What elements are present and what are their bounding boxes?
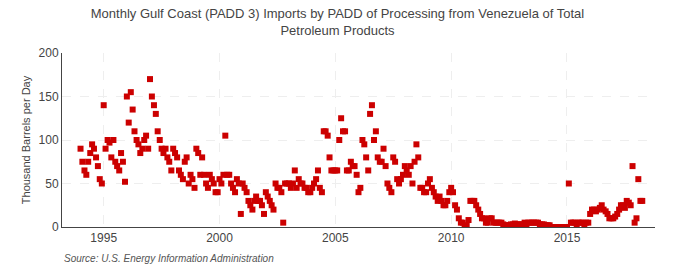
svg-text:Monthly Gulf Coast (PADD 3) Im: Monthly Gulf Coast (PADD 3) Imports by P… xyxy=(91,6,585,38)
svg-text:Source: U.S. Energy Informatio: Source: U.S. Energy Information Administ… xyxy=(64,253,274,264)
svg-text:150: 150 xyxy=(39,90,59,104)
svg-text:2010: 2010 xyxy=(438,231,465,245)
svg-text:2000: 2000 xyxy=(206,231,233,245)
svg-text:50: 50 xyxy=(45,177,59,191)
svg-text:100: 100 xyxy=(39,133,59,147)
svg-text:2015: 2015 xyxy=(554,231,581,245)
svg-text:2005: 2005 xyxy=(322,231,349,245)
svg-text:200: 200 xyxy=(39,46,59,60)
svg-text:Thousand Barrels per Day: Thousand Barrels per Day xyxy=(20,75,32,204)
svg-text:1995: 1995 xyxy=(90,231,117,245)
svg-text:0: 0 xyxy=(52,220,59,234)
